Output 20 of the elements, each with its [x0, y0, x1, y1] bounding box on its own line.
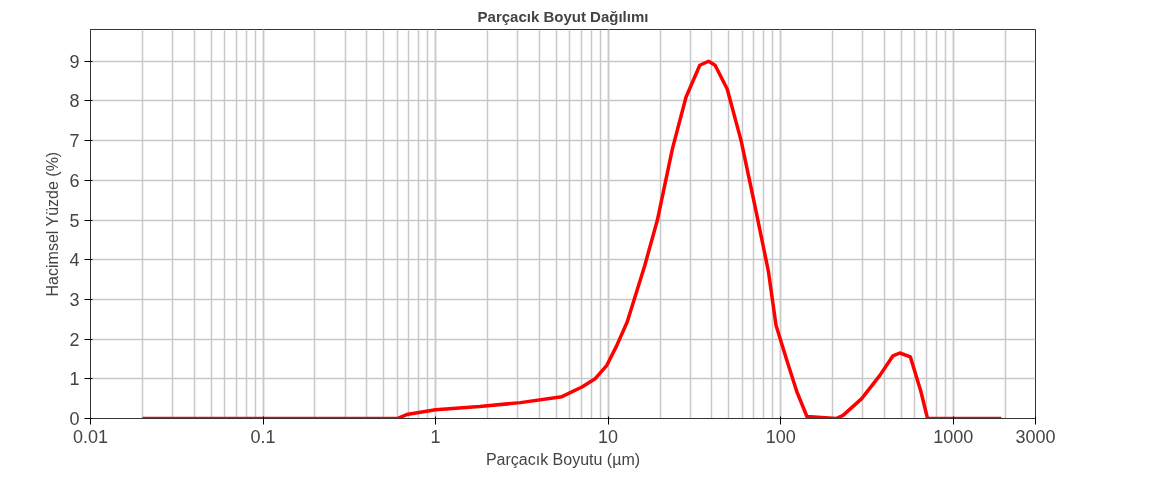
x-tick-label: 1000	[933, 426, 974, 447]
y-tick-label: 2	[69, 329, 80, 350]
y-tick-label: 9	[69, 51, 80, 72]
y-tick-label: 3	[69, 289, 80, 310]
x-tick-label: 1	[430, 426, 441, 447]
x-axis-title: Parçacık Boyutu (µm)	[485, 450, 641, 468]
y-tick-label: 5	[69, 210, 80, 231]
y-tick-label: 4	[69, 250, 80, 271]
y-axis-title: Hacimsel Yüzde (%)	[44, 151, 62, 297]
y-tick-label: 1	[69, 369, 80, 390]
y-tick-label: 7	[69, 131, 80, 152]
x-tick-label: 0.1	[250, 426, 276, 447]
y-tick-label: 6	[69, 170, 80, 191]
x-tick-label: 100	[765, 426, 796, 447]
chart-title: Parçacık Boyut Dağılımı	[477, 7, 649, 25]
x-tick-label: 3000	[1015, 426, 1056, 447]
x-tick-label: 0.01	[72, 426, 109, 447]
y-tick-label: 0	[69, 409, 80, 429]
x-tick-label: 10	[598, 426, 619, 447]
y-tick-label: 8	[69, 91, 80, 112]
